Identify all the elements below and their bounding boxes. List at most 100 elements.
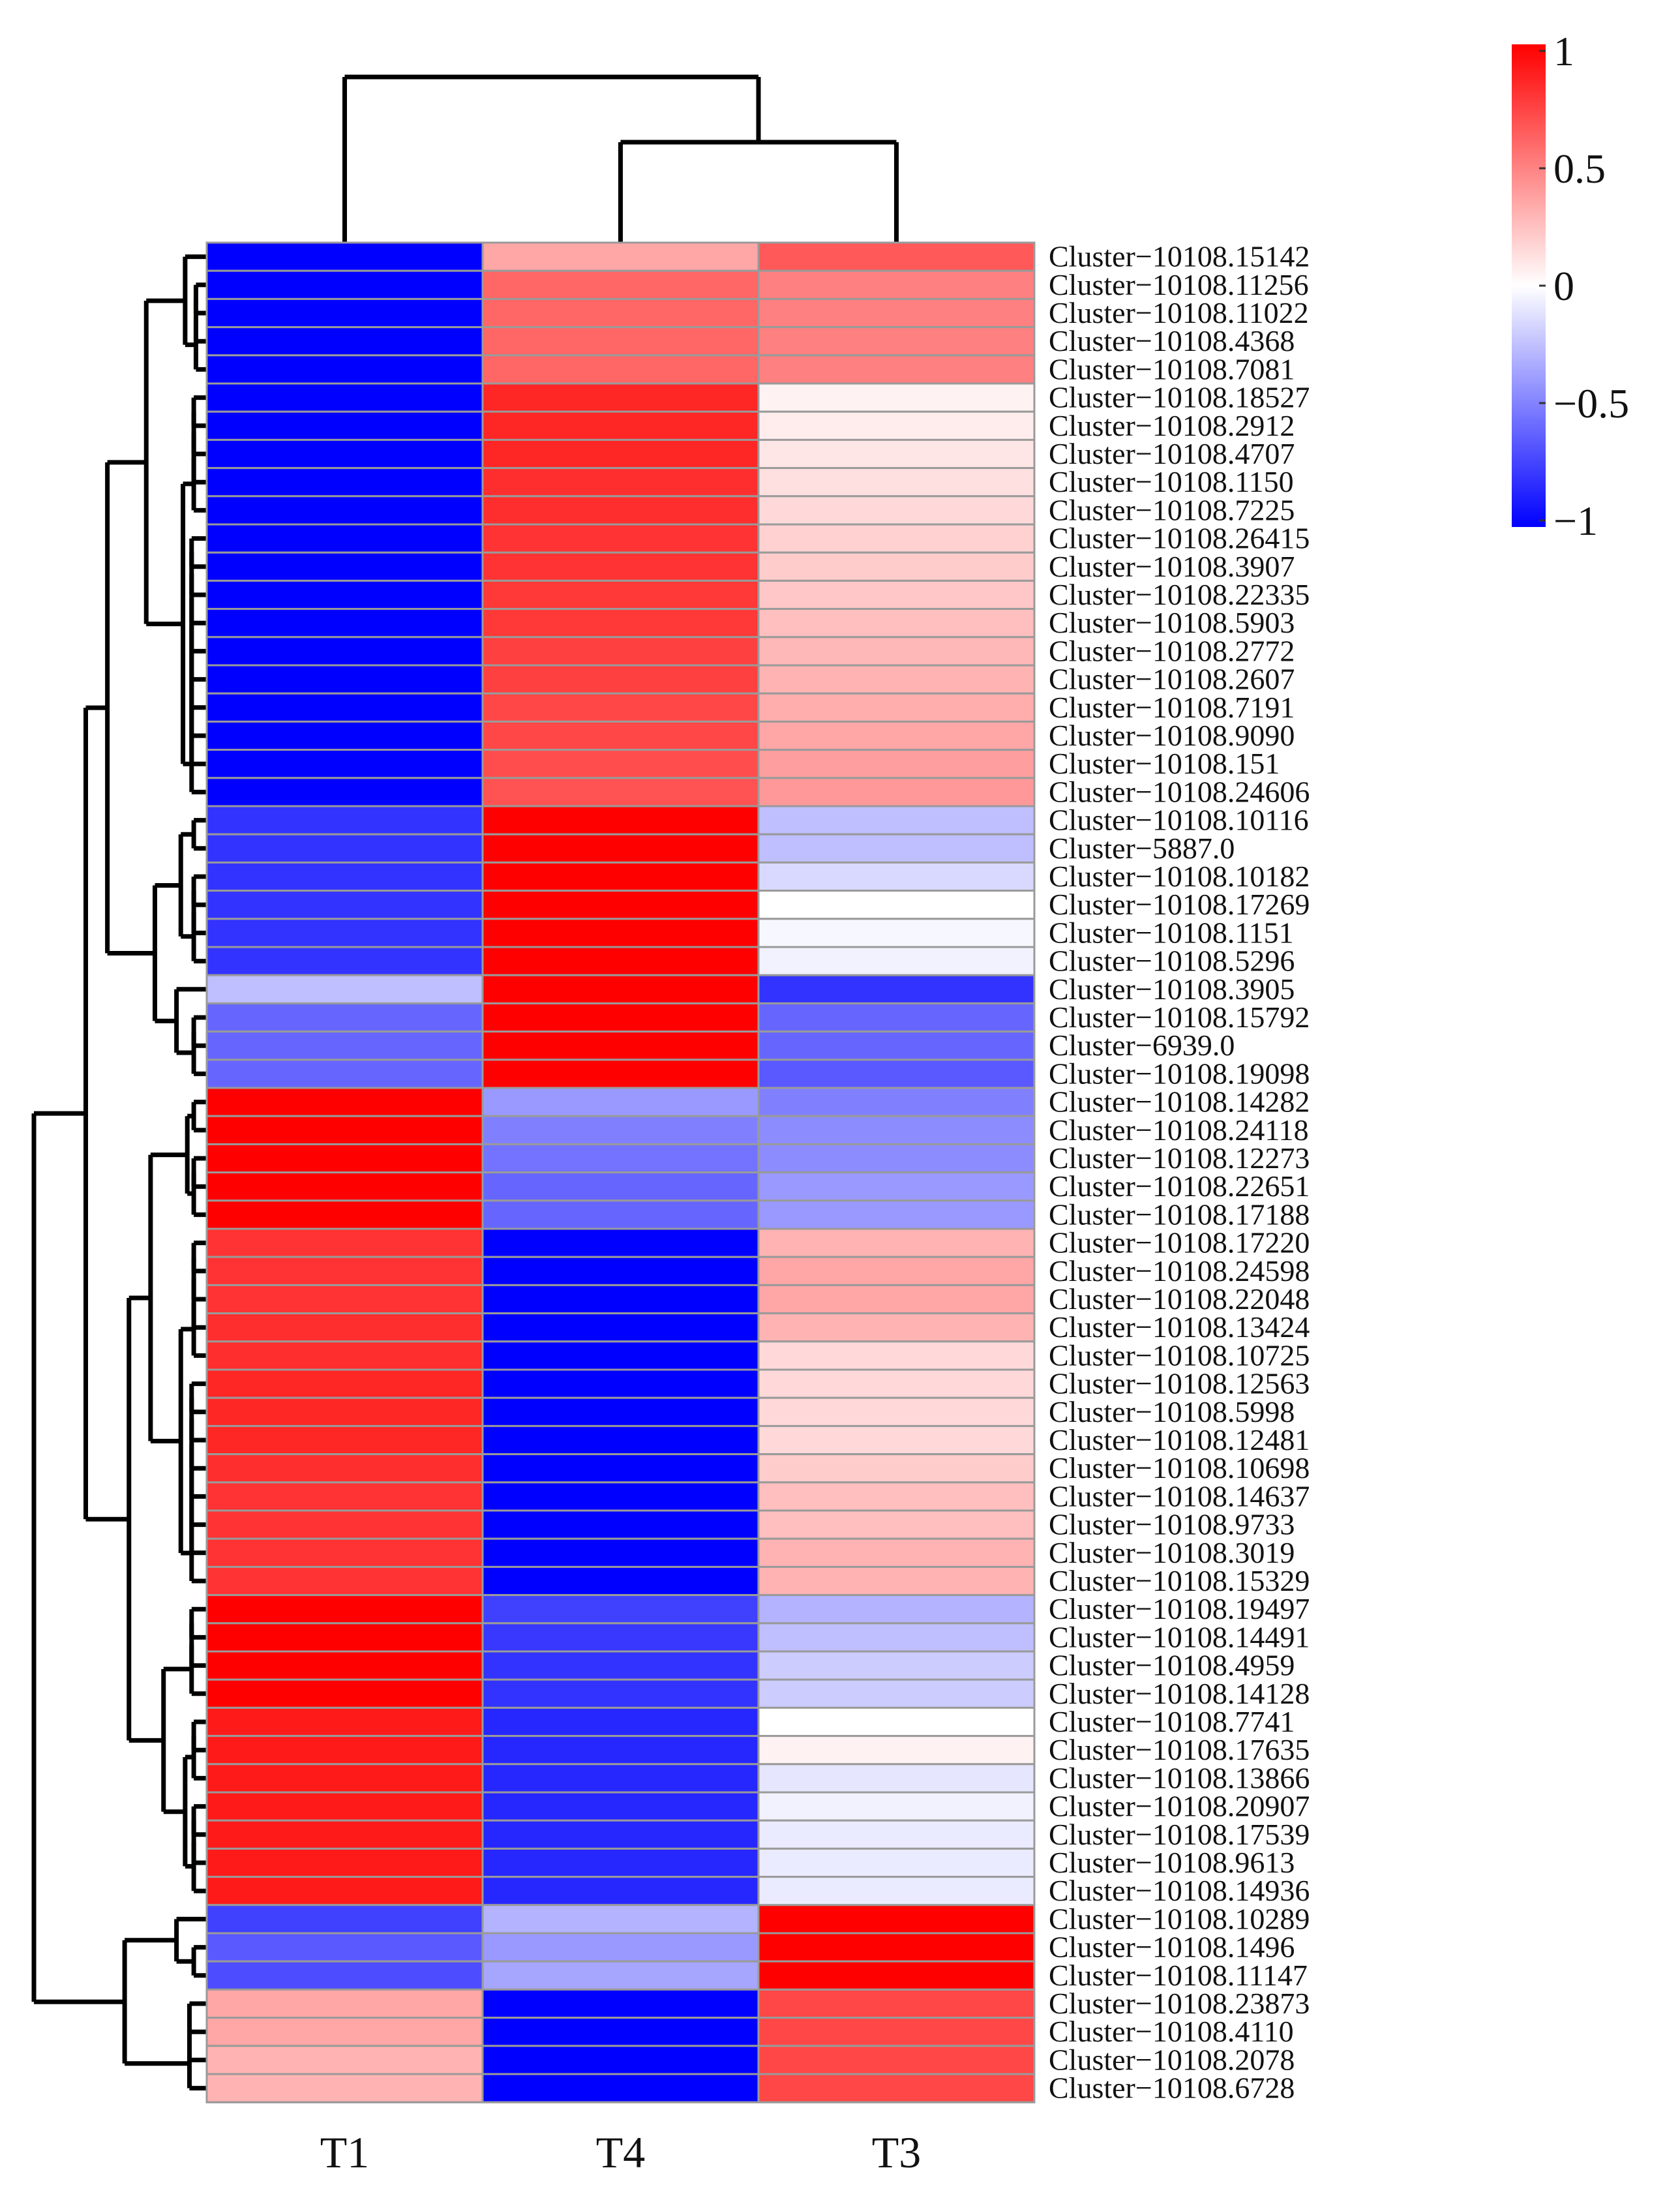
column-labels: T1 T4 T3 (320, 2128, 922, 2177)
row-label: Cluster−10108.4110 (1049, 2015, 1294, 2048)
row-label: Cluster−10108.10289 (1049, 1902, 1310, 1935)
heatmap-cell (205, 805, 484, 836)
heatmap-cell (757, 1678, 1036, 1709)
heatmap-cell (481, 1171, 760, 1202)
heatmap-cell (205, 1819, 484, 1850)
heatmap-cell (481, 1227, 760, 1258)
row-label: Cluster−10108.7191 (1049, 691, 1295, 724)
heatmap-cell (481, 354, 760, 385)
heatmap-cell (757, 1340, 1036, 1371)
heatmap-cell (205, 777, 484, 807)
row-label: Cluster−10108.10116 (1049, 804, 1309, 837)
row-label: Cluster−10108.14282 (1049, 1085, 1310, 1119)
heatmap-cell (757, 1143, 1036, 1174)
row-label: Cluster−10108.14128 (1049, 1677, 1310, 1710)
heatmap-cell (757, 890, 1036, 920)
heatmap-cell (481, 805, 760, 836)
heatmap-cell (481, 467, 760, 498)
heatmap-cell (481, 410, 760, 441)
row-label: Cluster−10108.17269 (1049, 888, 1310, 921)
heatmap-cell (481, 918, 760, 948)
heatmap-cell (481, 1876, 760, 1906)
row-label: Cluster−10108.20907 (1049, 1790, 1310, 1823)
row-label: Cluster−10108.14491 (1049, 1620, 1310, 1653)
heatmap-cell (757, 1565, 1036, 1597)
heatmap-cell (481, 1622, 760, 1653)
row-label: Cluster−10108.2078 (1049, 2043, 1295, 2076)
heatmap-cell (205, 382, 484, 413)
heatmap-cell (757, 777, 1036, 807)
heatmap-cell (757, 326, 1036, 357)
heatmap-cell (757, 1988, 1036, 2019)
row-label: Cluster−10108.11022 (1049, 296, 1309, 329)
heatmap-cell (205, 410, 484, 441)
heatmap-cell (205, 2017, 484, 2047)
heatmap-cell (481, 749, 760, 779)
row-label: Cluster−10108.4959 (1049, 1649, 1295, 1682)
heatmap-cell (757, 438, 1036, 470)
heatmap-cell (481, 2045, 760, 2075)
heatmap-cell (205, 1706, 484, 1738)
heatmap-cell (757, 946, 1036, 976)
colorbar-ticks: 1 0.5 0 −0.5 −1 (1539, 28, 1629, 544)
heatmap-cell (481, 241, 760, 272)
heatmap-cell (481, 1312, 760, 1343)
heatmap-cell (205, 1340, 484, 1371)
row-label: Cluster−10108.1151 (1049, 916, 1294, 949)
heatmap-cell (757, 1368, 1036, 1399)
row-label: Cluster−10108.24118 (1049, 1113, 1309, 1147)
heatmap-cell (481, 1904, 760, 1935)
heatmap-cell (481, 495, 760, 526)
heatmap-cell (205, 241, 484, 272)
heatmap-cell (481, 438, 760, 470)
heatmap-cell (481, 1059, 760, 1089)
heatmap-cell (205, 2045, 484, 2075)
heatmap-cell (481, 1932, 760, 1963)
heatmap-cell (757, 2045, 1036, 2075)
row-label: Cluster−10108.13866 (1049, 1761, 1310, 1794)
heatmap-cell (481, 946, 760, 976)
row-label: Cluster−10108.22335 (1049, 578, 1310, 611)
heatmap-cell (757, 1031, 1036, 1061)
row-label: Cluster−10108.10182 (1049, 860, 1310, 893)
heatmap-cell (757, 1087, 1036, 1117)
heatmap-cell (481, 1199, 760, 1230)
row-label: Cluster−10108.14637 (1049, 1479, 1310, 1513)
heatmap-cell (205, 1368, 484, 1399)
heatmap-cell (481, 326, 760, 357)
heatmap-cell (205, 438, 484, 470)
column-label: T4 (596, 2128, 646, 2177)
row-label: Cluster−10108.10725 (1049, 1338, 1310, 1372)
heatmap-cell (481, 297, 760, 329)
heatmap-cell (757, 579, 1036, 610)
heatmap-cell (481, 720, 760, 751)
row-label: Cluster−10108.10698 (1049, 1451, 1310, 1484)
row-label: Cluster−10108.17539 (1049, 1818, 1310, 1851)
heatmap-cell (205, 974, 484, 1004)
heatmap-cell (205, 467, 484, 498)
row-label: Cluster−10108.3907 (1049, 550, 1295, 583)
heatmap-cell (757, 1847, 1036, 1878)
heatmap-cell (481, 1960, 760, 1991)
heatmap-cell (757, 692, 1036, 723)
row-label: Cluster−10108.15792 (1049, 1001, 1310, 1034)
heatmap-cell (481, 1763, 760, 1794)
row-label: Cluster−10108.12273 (1049, 1141, 1310, 1175)
colorbar-tick-label: 0.5 (1553, 145, 1606, 192)
heatmap-cell (205, 1199, 484, 1230)
row-label: Cluster−10108.4707 (1049, 437, 1295, 470)
heatmap-cell (205, 1791, 484, 1822)
heatmap-cell (481, 2073, 760, 2103)
row-label: Cluster−10108.24598 (1049, 1254, 1310, 1287)
row-label: Cluster−10108.7225 (1049, 493, 1295, 526)
heatmap-cell (757, 1396, 1036, 1427)
heatmap-cell (481, 1650, 760, 1681)
heatmap-cell (757, 636, 1036, 667)
heatmap-cell (481, 1143, 760, 1174)
row-label: Cluster−10108.19098 (1049, 1057, 1310, 1090)
row-label: Cluster−10108.7741 (1049, 1705, 1295, 1738)
heatmap-cell (205, 1396, 484, 1427)
heatmap-cell (205, 1594, 484, 1625)
heatmap-cell (205, 1763, 484, 1794)
